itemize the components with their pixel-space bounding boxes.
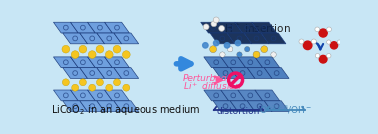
Polygon shape bbox=[88, 57, 112, 68]
Polygon shape bbox=[247, 68, 272, 78]
Circle shape bbox=[319, 55, 327, 63]
Circle shape bbox=[315, 53, 320, 58]
Text: LiCoO$_2$ in an aqueous medium: LiCoO$_2$ in an aqueous medium bbox=[51, 103, 201, 117]
Polygon shape bbox=[105, 22, 129, 33]
Polygon shape bbox=[53, 90, 78, 101]
Polygon shape bbox=[97, 101, 122, 112]
Polygon shape bbox=[230, 101, 255, 112]
Circle shape bbox=[62, 79, 69, 86]
FancyArrowPatch shape bbox=[177, 59, 191, 69]
Circle shape bbox=[89, 84, 96, 91]
Polygon shape bbox=[88, 90, 112, 101]
Text: Perturbed: Perturbed bbox=[183, 74, 228, 83]
Circle shape bbox=[228, 46, 233, 52]
Circle shape bbox=[122, 51, 130, 58]
Circle shape bbox=[106, 84, 113, 91]
Polygon shape bbox=[71, 22, 95, 33]
Circle shape bbox=[123, 84, 130, 91]
Circle shape bbox=[224, 43, 230, 48]
Polygon shape bbox=[105, 57, 129, 68]
Polygon shape bbox=[63, 33, 88, 44]
Text: distortion: distortion bbox=[216, 107, 260, 116]
Polygon shape bbox=[53, 22, 78, 33]
Polygon shape bbox=[114, 101, 139, 112]
Polygon shape bbox=[213, 68, 238, 78]
Polygon shape bbox=[114, 68, 139, 78]
Polygon shape bbox=[210, 33, 235, 44]
Polygon shape bbox=[80, 33, 105, 44]
Polygon shape bbox=[252, 22, 277, 33]
Circle shape bbox=[88, 51, 96, 58]
Circle shape bbox=[319, 29, 327, 37]
Polygon shape bbox=[238, 57, 263, 68]
Polygon shape bbox=[88, 22, 112, 33]
Circle shape bbox=[203, 24, 209, 30]
Circle shape bbox=[261, 46, 268, 53]
Polygon shape bbox=[221, 90, 246, 101]
Text: H$^+$ insertion: H$^+$ insertion bbox=[224, 21, 291, 35]
Polygon shape bbox=[80, 68, 105, 78]
Circle shape bbox=[71, 51, 79, 58]
Polygon shape bbox=[97, 33, 122, 44]
Circle shape bbox=[113, 45, 121, 53]
Polygon shape bbox=[255, 90, 280, 101]
Circle shape bbox=[237, 52, 242, 57]
Polygon shape bbox=[105, 90, 129, 101]
Polygon shape bbox=[53, 57, 78, 68]
Circle shape bbox=[105, 51, 113, 58]
Circle shape bbox=[311, 39, 316, 44]
Circle shape bbox=[304, 41, 312, 50]
Polygon shape bbox=[204, 57, 229, 68]
Circle shape bbox=[315, 27, 320, 32]
Polygon shape bbox=[114, 33, 139, 44]
Circle shape bbox=[219, 25, 225, 31]
Circle shape bbox=[79, 79, 87, 86]
Polygon shape bbox=[213, 101, 238, 112]
Circle shape bbox=[96, 79, 104, 86]
Polygon shape bbox=[63, 101, 88, 112]
Circle shape bbox=[79, 45, 87, 53]
Circle shape bbox=[235, 40, 241, 46]
Circle shape bbox=[214, 40, 219, 46]
Circle shape bbox=[213, 17, 219, 23]
Circle shape bbox=[330, 42, 338, 49]
Circle shape bbox=[72, 84, 79, 91]
Polygon shape bbox=[221, 57, 246, 68]
Polygon shape bbox=[204, 90, 229, 101]
Circle shape bbox=[327, 27, 332, 32]
Circle shape bbox=[271, 52, 276, 57]
Circle shape bbox=[62, 45, 70, 53]
Polygon shape bbox=[63, 68, 88, 78]
Polygon shape bbox=[238, 90, 263, 101]
Polygon shape bbox=[264, 101, 289, 112]
Polygon shape bbox=[218, 22, 243, 33]
Circle shape bbox=[337, 40, 341, 44]
Circle shape bbox=[96, 45, 104, 53]
Polygon shape bbox=[201, 22, 226, 33]
Polygon shape bbox=[230, 68, 255, 78]
Polygon shape bbox=[71, 57, 95, 68]
Polygon shape bbox=[235, 22, 260, 33]
Circle shape bbox=[113, 79, 121, 86]
Polygon shape bbox=[97, 68, 122, 78]
Circle shape bbox=[210, 46, 217, 53]
Circle shape bbox=[220, 52, 225, 57]
Circle shape bbox=[327, 40, 331, 44]
Text: Li$^+$ diffusion: Li$^+$ diffusion bbox=[183, 81, 242, 92]
Circle shape bbox=[211, 21, 217, 27]
Text: O$^{-2+\delta}$/OH$^-$: O$^{-2+\delta}$/OH$^-$ bbox=[259, 104, 312, 116]
Polygon shape bbox=[80, 101, 105, 112]
Circle shape bbox=[253, 51, 260, 58]
Polygon shape bbox=[71, 90, 95, 101]
Polygon shape bbox=[244, 33, 269, 44]
Polygon shape bbox=[247, 101, 272, 112]
Circle shape bbox=[245, 46, 250, 52]
Polygon shape bbox=[261, 33, 286, 44]
Circle shape bbox=[327, 53, 331, 58]
Polygon shape bbox=[264, 68, 289, 78]
Polygon shape bbox=[227, 33, 252, 44]
Polygon shape bbox=[255, 57, 280, 68]
Circle shape bbox=[299, 39, 304, 44]
Circle shape bbox=[203, 43, 208, 48]
